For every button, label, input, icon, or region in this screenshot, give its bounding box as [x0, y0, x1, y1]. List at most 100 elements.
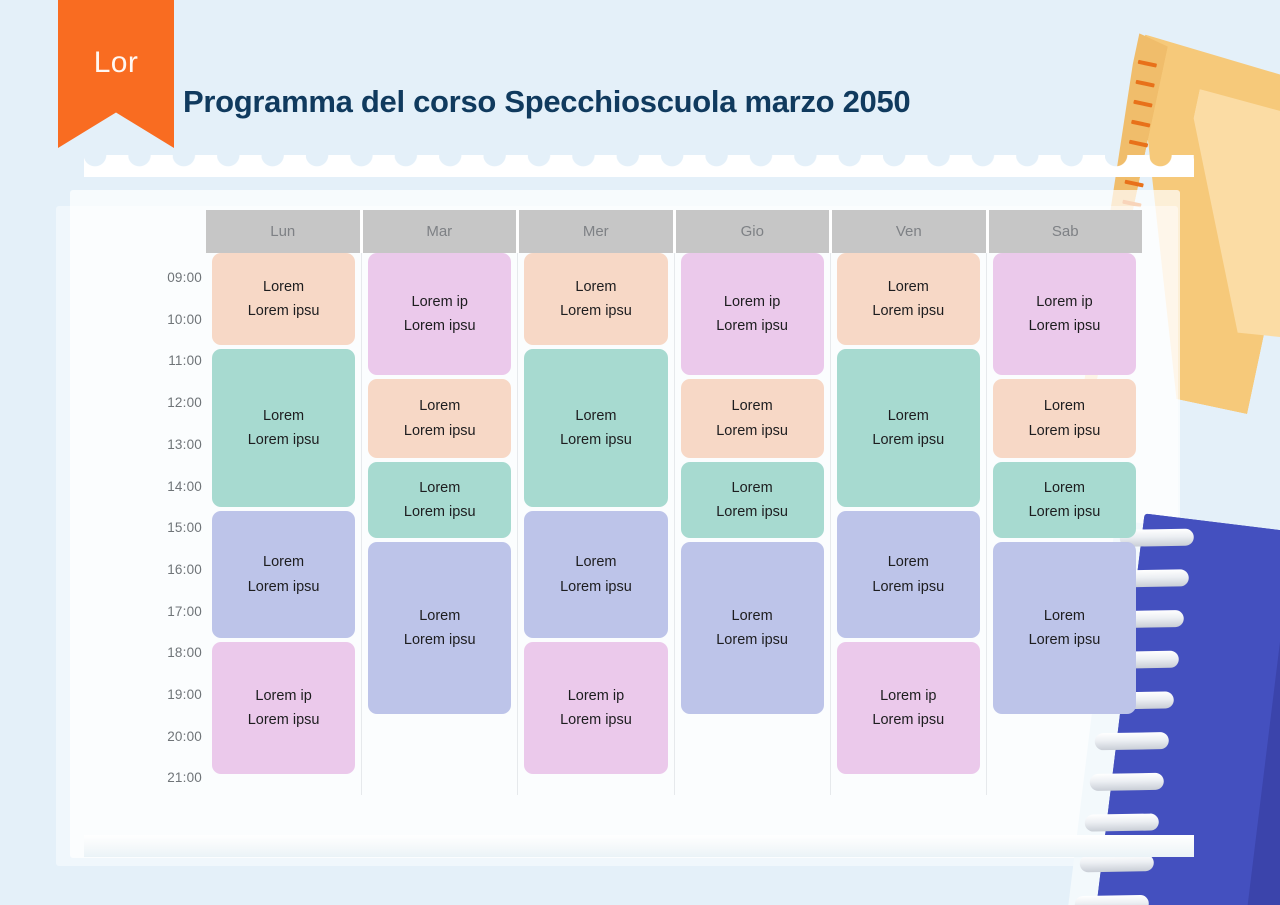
- event-card[interactable]: Lorem Lorem ipsu: [836, 253, 980, 345]
- event-subtitle: Lorem ipsu: [247, 303, 320, 319]
- event-title: Lorem: [887, 278, 929, 295]
- event-subtitle: Lorem ipsu: [403, 632, 476, 648]
- event-title: Lorem: [575, 278, 617, 295]
- day-header-label: Mer: [582, 223, 609, 240]
- event-card[interactable]: Lorem Lorem ipsu: [680, 542, 824, 714]
- event-subtitle: Lorem ipsu: [247, 578, 320, 595]
- event-title: Lorem: [575, 407, 617, 424]
- time-label: 12:00: [167, 395, 202, 411]
- event-title: Lorem ip: [880, 687, 937, 704]
- day-header-mer[interactable]: Mer: [519, 210, 676, 253]
- event-subtitle: Lorem ipsu: [247, 712, 320, 728]
- time-label: 17:00: [167, 603, 202, 619]
- day-column-ven: Lorem Lorem ipsu Lorem Lorem ipsu Lorem Lorem…: [831, 253, 987, 795]
- event-subtitle: Lorem ipsu: [872, 432, 945, 448]
- event-title: Lorem: [887, 554, 929, 571]
- time-label: 09:00: [167, 270, 202, 285]
- event-title: Lorem: [419, 398, 461, 415]
- event-card[interactable]: Lorem ip Lorem ipsu: [992, 253, 1137, 375]
- event-title: Lorem: [1043, 479, 1085, 496]
- time-label: 21:00: [167, 770, 202, 786]
- event-subtitle: Lorem ipsu: [1028, 318, 1101, 334]
- event-card[interactable]: Lorem ip Lorem ipsu: [680, 253, 824, 375]
- time-label: 11:00: [168, 353, 202, 369]
- event-card[interactable]: Lorem Lorem ipsu: [524, 349, 668, 507]
- event-title: Lorem: [1043, 398, 1085, 415]
- spiral-ring: [1074, 894, 1149, 905]
- day-header-mar[interactable]: Mar: [362, 210, 519, 253]
- timetable: 09:00 10:00 11:00 12:00 13:00 14:00 15:00 16:00…: [126, 210, 1146, 795]
- event-title: Lorem: [731, 479, 773, 496]
- event-card[interactable]: Lorem ip Lorem ipsu: [836, 642, 980, 774]
- event-subtitle: Lorem ipsu: [403, 318, 476, 334]
- day-header-label: Gio: [740, 223, 764, 240]
- event-card[interactable]: Lorem Lorem ipsu: [680, 379, 824, 458]
- event-card[interactable]: Lorem Lorem ipsu: [368, 542, 512, 714]
- brand-ribbon-label: Lor: [93, 46, 139, 79]
- event-card[interactable]: Lorem Lorem ipsu: [836, 511, 980, 638]
- page-title: Programma del corso Specchioscuola marzo…: [183, 84, 911, 119]
- event-title: Lorem: [263, 407, 305, 424]
- day-header-label: Ven: [895, 223, 922, 240]
- time-label: 16:00: [167, 561, 202, 577]
- day-header-row: Lun Mar Mer Gio Ven Sab: [206, 210, 1142, 253]
- event-title: Lorem ip: [1036, 293, 1093, 310]
- event-subtitle: Lorem ipsu: [247, 432, 320, 448]
- event-title: Lorem ip: [255, 687, 312, 704]
- event-subtitle: Lorem ipsu: [1028, 632, 1101, 648]
- event-card[interactable]: Lorem Lorem ipsu: [212, 253, 356, 345]
- day-header-lun[interactable]: Lun: [206, 210, 363, 253]
- event-card[interactable]: Lorem Lorem ipsu: [680, 462, 824, 538]
- ruler-tick: [1128, 139, 1149, 148]
- ruler-tick: [1135, 79, 1155, 88]
- event-card[interactable]: Lorem Lorem ipsu: [368, 379, 512, 458]
- event-card[interactable]: Lorem ip Lorem ipsu: [368, 253, 512, 375]
- time-label: 20:00: [167, 728, 202, 744]
- ruler-tick: [1131, 119, 1151, 128]
- event-card[interactable]: Lorem Lorem ipsu: [524, 511, 668, 638]
- day-column-mar: Lorem ip Lorem ipsu Lorem Lorem ipsu Lorem Lo…: [362, 253, 519, 795]
- event-card[interactable]: Lorem Lorem ipsu: [992, 379, 1137, 458]
- event-title: Lorem: [1043, 607, 1085, 624]
- day-header-ven[interactable]: Ven: [832, 210, 989, 253]
- ruler-tick-marks: [1105, 32, 1280, 368]
- event-card[interactable]: Lorem Lorem ipsu: [992, 542, 1137, 714]
- event-card[interactable]: Lorem Lorem ipsu: [992, 462, 1137, 538]
- time-axis: 09:00 10:00 11:00 12:00 13:00 14:00 15:00 16:00…: [126, 210, 206, 795]
- day-columns: Lorem Lorem ipsu Lorem Lorem ipsu Lorem Lorem…: [206, 253, 1142, 795]
- event-card[interactable]: Lorem Lorem ipsu: [368, 462, 512, 538]
- event-card[interactable]: Lorem Lorem ipsu: [212, 349, 356, 507]
- event-title: Lorem ip: [723, 293, 781, 310]
- event-card[interactable]: Lorem Lorem ipsu: [524, 253, 668, 345]
- day-column-sab: Lorem ip Lorem ipsu Lorem Lorem ipsu Lorem Lo…: [987, 253, 1142, 795]
- event-title: Lorem ip: [411, 293, 468, 310]
- event-title: Lorem: [887, 407, 929, 424]
- brand-ribbon: Lor: [58, 0, 174, 148]
- schedule-card-bottom-edge: [84, 835, 1194, 857]
- event-title: Lorem ip: [567, 687, 625, 704]
- day-header-gio[interactable]: Gio: [675, 210, 832, 253]
- event-title: Lorem: [263, 278, 305, 295]
- day-column-gio: Lorem ip Lorem ipsu Lorem Lorem ipsu Lorem Lo…: [675, 253, 831, 795]
- event-title: Lorem: [731, 607, 773, 624]
- ruler-tick: [1137, 59, 1158, 68]
- day-header-sab[interactable]: Sab: [988, 210, 1142, 253]
- event-subtitle: Lorem ipsu: [716, 422, 788, 439]
- event-title: Lorem: [263, 554, 305, 571]
- event-subtitle: Lorem ipsu: [403, 422, 476, 439]
- day-column-mer: Lorem Lorem ipsu Lorem Lorem ipsu Lorem Lorem…: [518, 253, 675, 795]
- event-card[interactable]: Lorem ip Lorem ipsu: [212, 642, 356, 774]
- time-label: 18:00: [167, 645, 202, 661]
- event-card[interactable]: Lorem Lorem ipsu: [212, 511, 356, 638]
- event-title: Lorem: [575, 554, 617, 571]
- event-subtitle: Lorem ipsu: [560, 303, 632, 319]
- day-column-lun: Lorem Lorem ipsu Lorem Lorem ipsu Lorem Lorem…: [206, 253, 363, 795]
- event-subtitle: Lorem ipsu: [872, 303, 945, 319]
- event-card[interactable]: Lorem Lorem ipsu: [836, 349, 980, 507]
- event-title: Lorem: [419, 607, 461, 624]
- time-label: 10:00: [167, 311, 202, 327]
- event-card[interactable]: Lorem ip Lorem ipsu: [524, 642, 668, 774]
- day-header-label: Sab: [1051, 223, 1079, 240]
- pencil-illustration: [0, 711, 13, 905]
- event-subtitle: Lorem ipsu: [1028, 504, 1101, 520]
